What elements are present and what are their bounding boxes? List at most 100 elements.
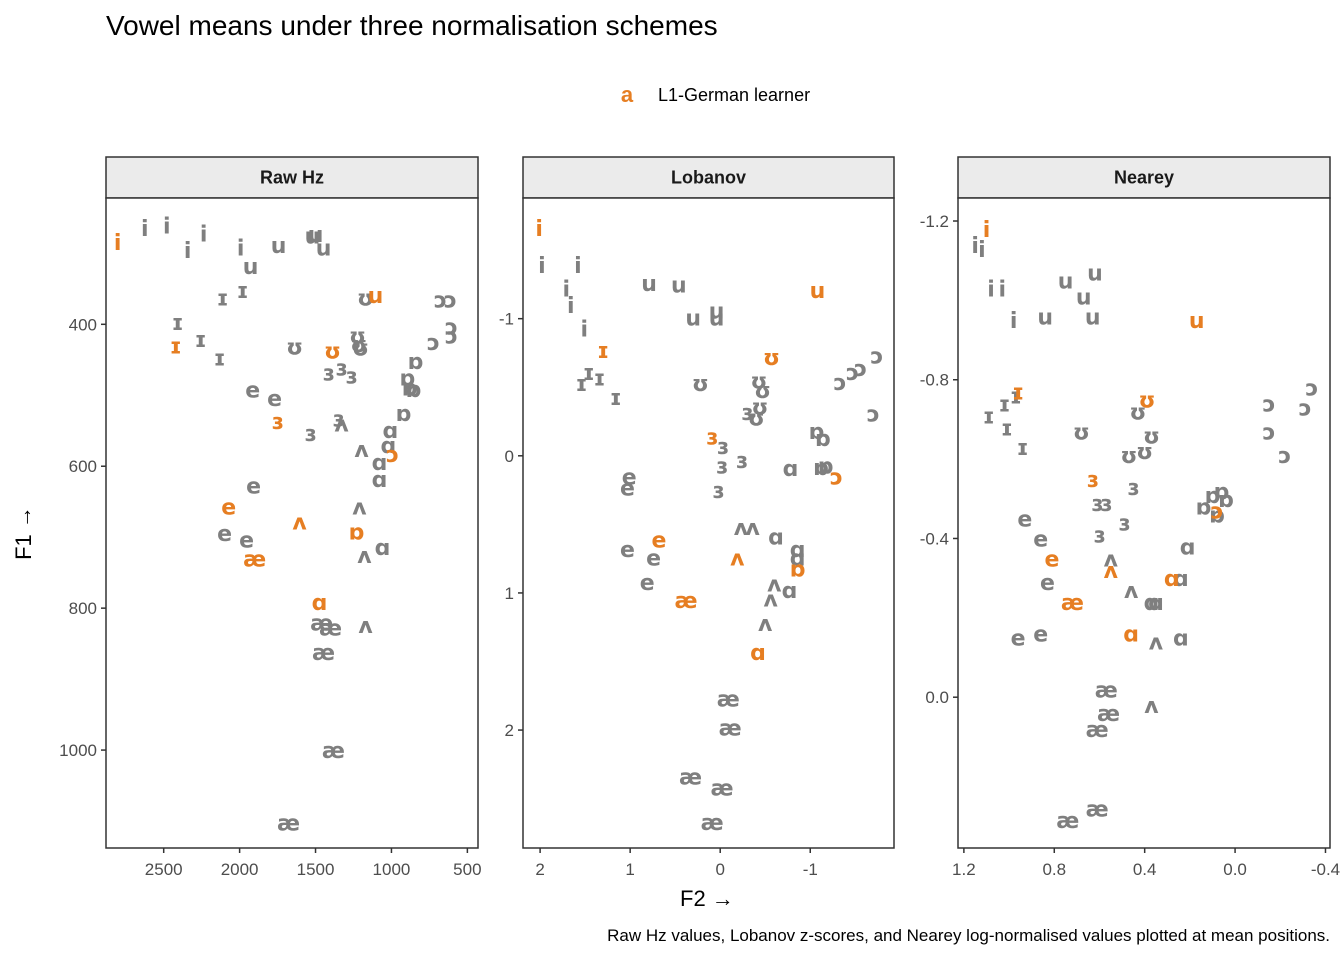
vowel-point-reference: æ [1095,678,1118,703]
vowel-point-reference: ɪ [1010,385,1022,410]
vowel-point-reference: ɔ [1278,444,1291,469]
vowel-point-reference: ɔ [434,288,447,313]
vowel-point-reference: u [316,237,332,262]
vowel-point-reference: ɪ [983,404,995,429]
vowel-point-reference: e [646,546,661,571]
vowel-point-reference: ʊ [352,337,369,362]
vowel-point-reference: æ [679,766,702,791]
panel-raw-hz [105,197,479,849]
vowel-point-learner: ʊ [1138,389,1155,414]
vowel-point-reference: ʌ [357,544,372,569]
facet-title-raw-hz: Raw Hz [260,168,324,188]
vowel-point-reference: ʊ [754,379,771,404]
vowel-point-learner: i [983,218,991,243]
vowel-point-reference: æ [277,811,300,836]
vowel-point-reference: u [709,299,725,324]
y-axis-label: F1 → [11,506,36,560]
vowel-point-reference: u [671,273,687,298]
vowel-point-reference: u [1058,270,1074,295]
vowel-point-learner: ʊ [324,340,341,365]
vowel-point-learner: ɜ [1087,468,1099,493]
vowel-point-reference: ʌ [1124,579,1139,604]
vowel-point-reference: ɜ [346,364,358,389]
vowel-point-reference: ɔ [445,315,458,340]
vowel-point-reference: u [641,272,657,297]
x-tick-label-nearey: 1.2 [952,860,976,879]
facet-strip-raw-hz [105,156,479,199]
vowel-point-learner: u [368,284,384,309]
vowel-point-learner: ɔ [830,465,843,490]
vowel-point-reference: æ [312,641,335,666]
vowel-point-reference: ɪ [214,347,226,372]
vowel-point-reference: ʌ [354,438,369,463]
y-tick-label-raw-hz: 400 [69,315,97,334]
vowel-point-reference: ɔ [870,345,883,370]
facet-strip-lobanov [522,156,895,199]
vowel-point-reference: e [622,465,637,490]
vowel-point-learner: ɑ [1123,623,1139,648]
vowel-point-reference: ʊ [1073,420,1090,445]
vowel-point-reference: ɒ [1196,496,1212,521]
vowel-point-reference: ɑ [381,434,397,459]
vowel-point-reference: ʊ [750,369,767,394]
vowel-point-reference: ɔ [1262,420,1275,445]
x-tick-label-lobanov: 0 [715,860,724,879]
x-tick-label-raw-hz: 1500 [297,860,335,879]
vowel-point-reference: e [246,474,261,499]
y-tick-label-nearey: 0.0 [925,688,949,707]
legend-label-learner: L1-German learner [658,84,811,105]
vowel-point-learner: æ [243,547,266,572]
y-tick-label-raw-hz: 800 [69,599,97,618]
vowel-point-reference: ʌ [767,572,782,597]
vowel-point-reference: i [999,277,1007,302]
vowel-point-reference: u [271,234,287,259]
vowel-point-reference: ɜ [1091,492,1103,517]
vowel-point-learner: æ [1061,591,1084,616]
x-tick-label-nearey: 0.4 [1133,860,1157,879]
vowel-point-learner: i [535,217,543,242]
vowel-point-reference: ɜ [1093,524,1105,549]
vowel-point-reference: æ [717,688,740,713]
vowel-point-reference: ɑ [1144,591,1160,616]
vowel-point-reference: u [709,306,725,331]
vowel-point-reference: ɜ [1118,512,1130,537]
vowel-point-reference: ɔ [846,361,859,386]
vowel-point-learner: e [221,496,236,521]
y-tick-label-lobanov: 2 [505,721,514,740]
vowel-point-reference: ɑ [783,457,799,482]
y-tick-label-lobanov: -1 [499,310,514,329]
panel-nearey [957,197,1331,849]
vowel-point-reference: i [574,254,582,279]
vowel-point-reference: ɜ [717,435,729,460]
x-tick-label-nearey: 0.8 [1042,860,1066,879]
vowel-point-reference: ʊ [1136,440,1153,465]
vowel-point-reference: i [562,278,570,303]
vowel-point-reference: ɒ [818,454,834,479]
vowel-point-reference: e [267,387,282,412]
x-tick-label-lobanov: -1 [803,860,818,879]
vowel-point-reference: æ [701,811,724,836]
vowel-point-reference: ɒ [1214,480,1230,505]
vowel-point-reference: ɔ [833,371,846,396]
vowel-point-reference: ʌ [1144,694,1159,719]
vowel-point-reference: e [1033,623,1048,648]
vowel-point-learner: ʌ [1104,559,1119,584]
vowel-point-reference: i [978,238,986,263]
vowel-point-reference: ʌ [745,516,760,541]
vowel-point-reference: ʊ [357,286,374,311]
vowel-point-reference: ɜ [712,479,724,504]
vowel-point-reference: ɪ [217,286,229,311]
panel-lobanov [522,197,895,849]
vowel-point-reference: ɪ [610,386,622,411]
vowel-point-reference: ɒ [813,456,829,481]
vowel-point-reference: ɔ [1299,397,1312,422]
vowel-point-reference: i [141,217,149,242]
vowel-point-learner: ʌ [730,546,745,571]
vowel-point-reference: i [580,317,588,342]
vowel-point-reference: u [685,306,701,331]
vowel-point-learner: ɔ [386,443,399,468]
vowel-point-reference: ɑ [790,546,806,571]
y-tick-label-raw-hz: 1000 [59,741,97,760]
vowel-point-reference: ɜ [741,401,753,426]
y-tick-label-nearey: -0.8 [920,371,949,390]
